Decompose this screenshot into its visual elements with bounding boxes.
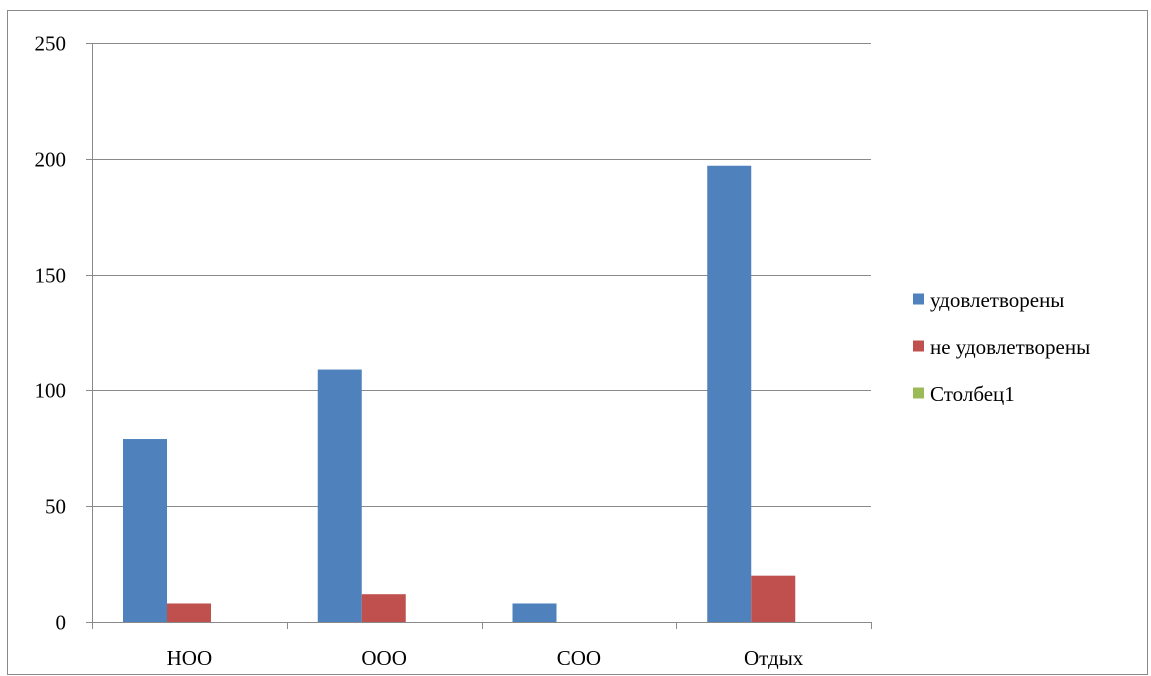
y-tick-label: 150 [35, 264, 67, 288]
bar-удовлетворены-Отдых [707, 165, 752, 623]
axes [86, 43, 872, 629]
legend-label: удовлетворены [930, 288, 1064, 312]
bar-удовлетворены-НОО [123, 439, 167, 622]
legend-label: не удовлетворены [930, 335, 1090, 359]
chart-frame [7, 10, 1148, 675]
legend: удовлетворены не удовлетворены Столбец1 [913, 288, 1090, 406]
legend-swatch [913, 387, 924, 399]
y-tick-label: 250 [35, 32, 67, 56]
y-tick-label: 200 [35, 148, 67, 172]
legend-swatch [913, 340, 924, 352]
bar-не-удовлетворены-ООО [361, 594, 406, 622]
x-tick-label: ООО [361, 646, 407, 670]
x-tick-label: НОО [167, 646, 213, 670]
bar-не-удовлетворены-НОО [167, 603, 211, 622]
bar-удовлетворены-ООО [317, 369, 362, 622]
bar-удовлетворены-СОО [512, 603, 557, 622]
x-tick-label: Отдых [744, 646, 804, 670]
x-tick-labels: НОО ООО СОО Отдых [167, 646, 804, 670]
gridlines [92, 43, 871, 507]
y-tick-label: 0 [56, 611, 67, 635]
x-tick-label: СОО [557, 646, 601, 670]
y-tick-labels: 0 50 100 150 200 250 [35, 32, 67, 635]
legend-swatch [913, 293, 924, 305]
legend-label: Столбец1 [930, 382, 1015, 406]
bar-не-удовлетворены-Отдых [751, 575, 796, 622]
y-tick-label: 50 [45, 495, 66, 519]
y-tick-label: 100 [35, 379, 67, 403]
bars [123, 165, 796, 623]
